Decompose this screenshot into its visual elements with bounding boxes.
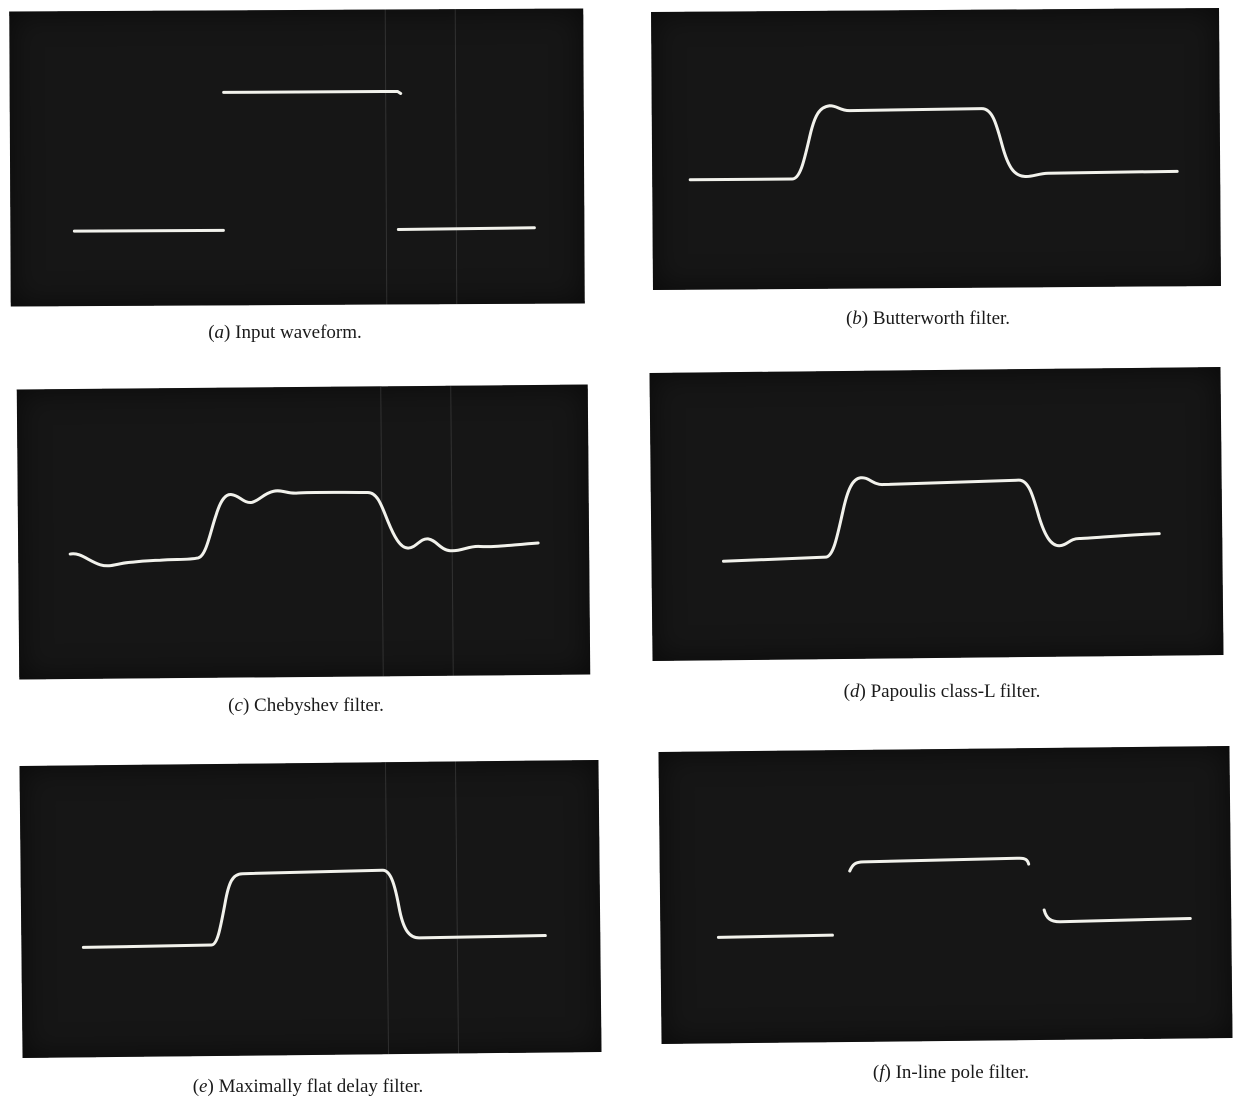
oscilloscope-photo-e xyxy=(19,759,602,1059)
oscilloscope-photo-a xyxy=(9,8,585,307)
waveform-trace-a xyxy=(72,9,536,305)
oscilloscope-photo-c xyxy=(16,384,591,680)
oscilloscope-photo-d xyxy=(649,367,1224,661)
waveform-trace-c xyxy=(68,385,540,677)
caption-d: (d) Papoulis class-L filter. xyxy=(843,681,1041,702)
caption-f: (f) In-line pole filter. xyxy=(872,1062,1030,1083)
caption-c: (c) Chebyshev filter. xyxy=(228,695,384,716)
caption-e: (e) Maximally flat delay filter. xyxy=(192,1076,424,1097)
oscilloscope-photo-b xyxy=(651,8,1221,290)
waveform-trace-d xyxy=(721,476,1161,563)
waveform-trace-e xyxy=(81,761,547,1055)
caption-b: (b) Butterworth filter. xyxy=(845,308,1011,329)
waveform-trace-b xyxy=(688,104,1179,182)
caption-a: (a) Input waveform. xyxy=(208,322,362,343)
oscilloscope-photo-f xyxy=(658,746,1233,1044)
waveform-trace-f xyxy=(716,856,1192,939)
